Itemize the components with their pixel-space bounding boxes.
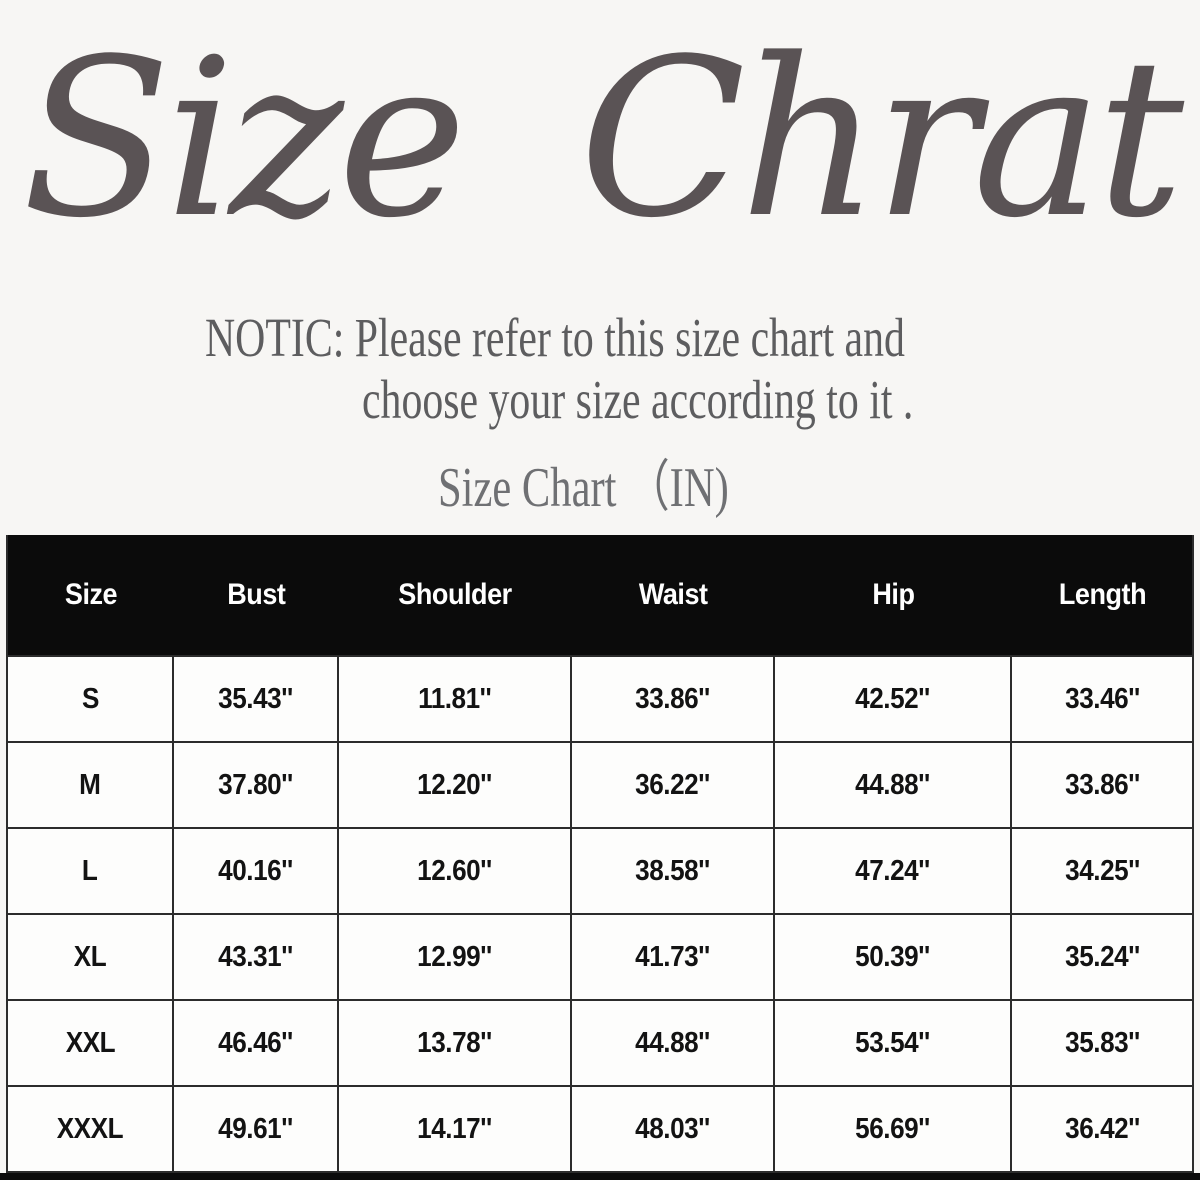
hip-value-cell: 47.24'' (775, 829, 1012, 913)
waist-value-cell: 41.73'' (572, 915, 775, 999)
size-label-cell: S (8, 657, 174, 741)
size-label-cell: XXXL (8, 1087, 174, 1171)
notice-line-2: choose your size according to it . (362, 369, 914, 430)
header-cell-waist: Waist (639, 578, 708, 611)
shoulder-value-cell: 12.99'' (339, 915, 572, 999)
bust-value-cell: 49.61'' (174, 1087, 339, 1171)
table-row-xl: XL 43.31'' 12.99'' 41.73'' 50.39'' 35.24… (8, 913, 1192, 999)
size-label-cell: XL (8, 915, 174, 999)
table-row-xxl: XXL 46.46'' 13.78'' 44.88'' 53.54'' 35.8… (8, 999, 1192, 1085)
size-label-cell: M (8, 743, 174, 827)
shoulder-value-cell: 12.60'' (339, 829, 572, 913)
bust-value-cell: 40.16'' (174, 829, 339, 913)
hip-value-cell: 53.54'' (775, 1001, 1012, 1085)
hip-value-cell: 56.69'' (775, 1087, 1012, 1171)
notice-line-1: NOTIC: Please refer to this size chart a… (205, 307, 905, 368)
table-row-l: L 40.16'' 12.60'' 38.58'' 47.24'' 34.25'… (8, 827, 1192, 913)
length-value-cell: 34.25'' (1064, 854, 1140, 887)
page-title: Size Chrat (21, 13, 1184, 266)
length-value-cell: 33.46'' (1064, 682, 1140, 715)
hip-value-cell: 44.88'' (775, 743, 1012, 827)
bust-value-cell: 43.31'' (174, 915, 339, 999)
bust-value-cell: 35.43'' (174, 657, 339, 741)
header-cell-bust: Bust (227, 578, 286, 611)
waist-value-cell: 36.22'' (572, 743, 775, 827)
waist-value-cell: 38.58'' (572, 829, 775, 913)
shoulder-value-cell: 12.20'' (339, 743, 572, 827)
length-value-cell: 35.83'' (1064, 1026, 1140, 1059)
bust-value-cell: 46.46'' (174, 1001, 339, 1085)
bottom-black-bar (0, 1173, 1200, 1180)
bust-value-cell: 37.80'' (174, 743, 339, 827)
shoulder-value-cell: 13.78'' (339, 1001, 572, 1085)
length-value-cell: 36.42'' (1064, 1112, 1140, 1145)
header-cell-length: Length (1058, 578, 1146, 611)
size-chart-unit-subtitle: Size Chart （IN) (438, 457, 729, 519)
waist-value-cell: 44.88'' (572, 1001, 775, 1085)
header-cell-size: Size (64, 578, 118, 611)
length-value-cell: 35.24'' (1064, 940, 1140, 973)
size-label-cell: L (8, 829, 174, 913)
table-row-m: M 37.80'' 12.20'' 36.22'' 44.88'' 33.86'… (8, 741, 1192, 827)
hip-value-cell: 42.52'' (775, 657, 1012, 741)
shoulder-value-cell: 14.17'' (339, 1087, 572, 1171)
header-cell-hip: Hip (872, 578, 915, 611)
table-header-row: Size Bust Shoulder Waist Hip Length (8, 535, 1192, 655)
hip-value-cell: 50.39'' (775, 915, 1012, 999)
size-chart-table: Size Bust Shoulder Waist Hip Length S 35… (6, 535, 1194, 1173)
shoulder-value-cell: 11.81'' (339, 657, 572, 741)
waist-value-cell: 48.03'' (572, 1087, 775, 1171)
waist-value-cell: 33.86'' (572, 657, 775, 741)
size-label-cell: XXL (8, 1001, 174, 1085)
table-row-s: S 35.43'' 11.81'' 33.86'' 42.52'' 33.46'… (8, 655, 1192, 741)
header-cell-shoulder: Shoulder (398, 578, 513, 611)
length-value-cell: 33.86'' (1064, 768, 1140, 801)
table-row-xxxl: XXXL 49.61'' 14.17'' 48.03'' 56.69'' 36.… (8, 1085, 1192, 1171)
